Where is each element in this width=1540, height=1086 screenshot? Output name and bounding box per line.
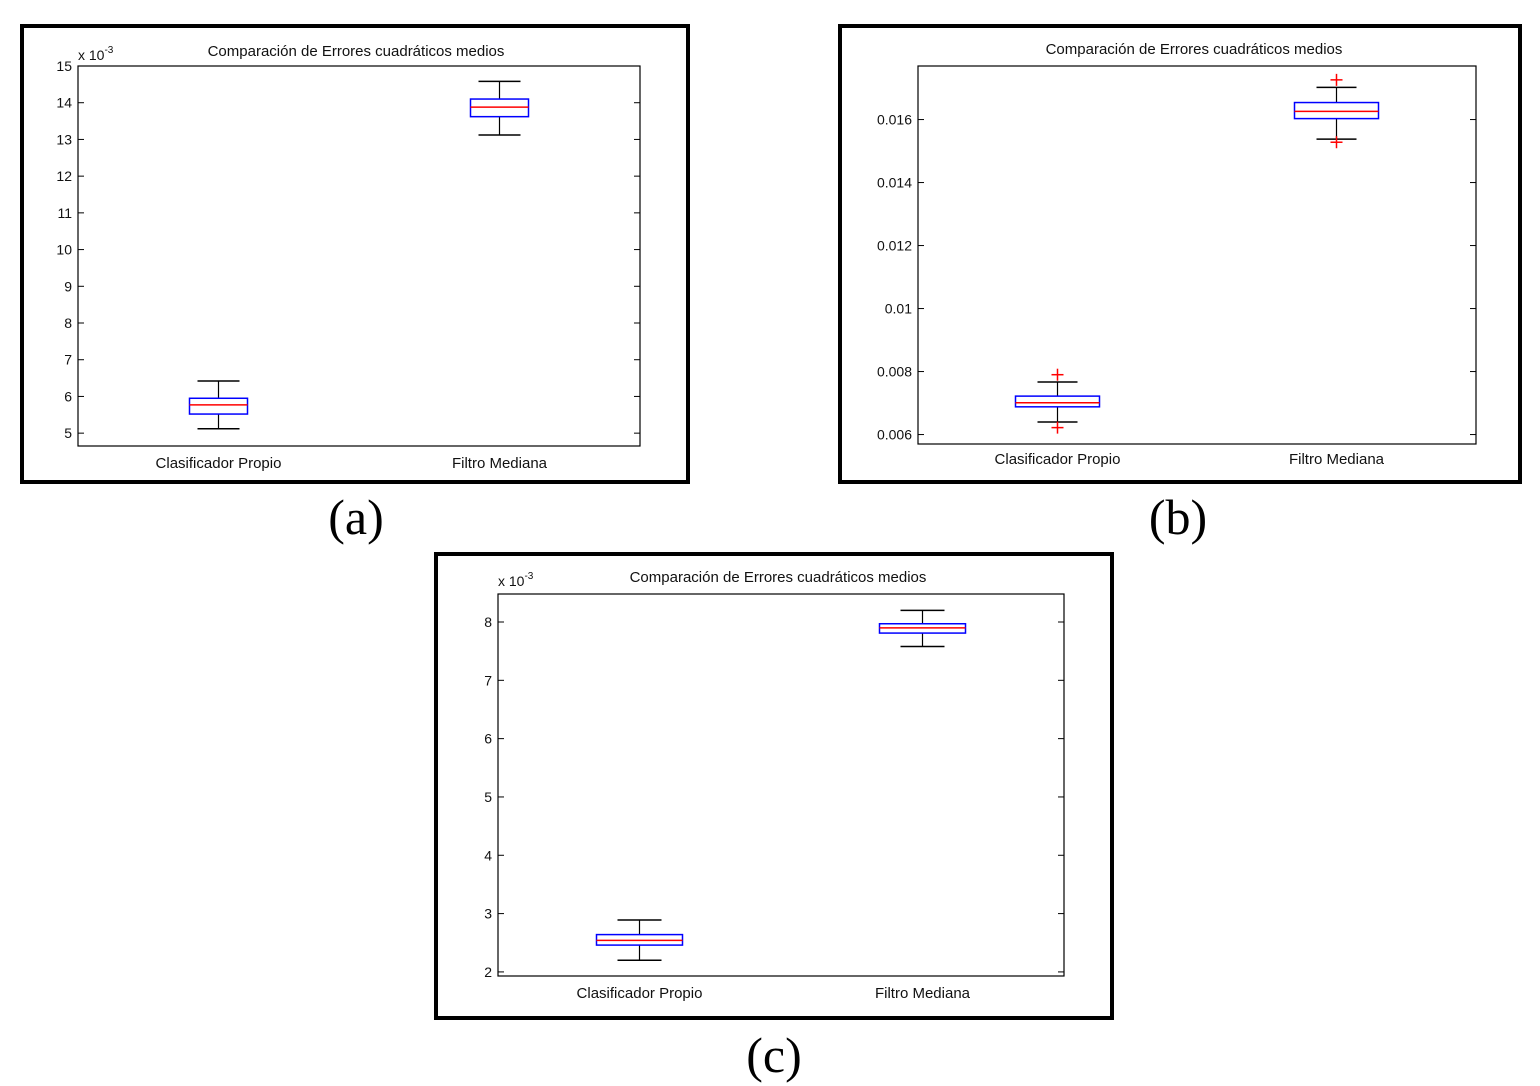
- y-tick-label: 13: [56, 131, 72, 147]
- x-category-label: Clasificador Propio: [995, 451, 1121, 468]
- y-tick-label: 15: [56, 58, 72, 74]
- outlier-marker: [1051, 368, 1064, 381]
- y-tick-label: 0.014: [877, 175, 912, 191]
- chart-panel-a: Comparación de Errores cuadráticos medio…: [20, 24, 690, 484]
- boxplot-chart-a: Comparación de Errores cuadráticos medio…: [56, 43, 641, 472]
- x-category-label: Clasificador Propio: [577, 985, 703, 1002]
- plot-area-frame: [77, 65, 641, 447]
- y-tick-label: 5: [64, 425, 72, 441]
- panel-caption-b: (b): [1148, 489, 1208, 545]
- outlier-marker: [1330, 136, 1343, 149]
- x-category-label: Clasificador Propio: [156, 455, 282, 472]
- axis-exponent-label: x 10-3: [498, 571, 534, 589]
- y-tick-label: 0.008: [877, 364, 912, 380]
- y-tick-label: 4: [484, 847, 492, 863]
- boxplot-chart-b: Comparación de Errores cuadráticos medio…: [877, 41, 1477, 468]
- chart-title: Comparación de Errores cuadráticos medio…: [630, 569, 927, 586]
- panel-caption-c: (c): [746, 1027, 802, 1083]
- y-tick-label: 0.006: [877, 427, 912, 443]
- x-category-label: Filtro Mediana: [1289, 451, 1385, 468]
- y-tick-label: 2: [484, 964, 492, 980]
- box-iqr: [188, 397, 249, 415]
- y-tick-label: 6: [484, 731, 492, 747]
- y-tick-label: 3: [484, 906, 492, 922]
- y-tick-label: 12: [56, 168, 72, 184]
- y-tick-label: 8: [484, 614, 492, 630]
- chart-panel-c: Comparación de Errores cuadráticos medio…: [434, 552, 1114, 1020]
- boxplot-chart-c: Comparación de Errores cuadráticos medio…: [484, 569, 1065, 1002]
- y-tick-label: 11: [57, 205, 72, 221]
- y-tick-label: 8: [64, 315, 72, 331]
- y-tick-label: 0.012: [877, 238, 912, 254]
- box-iqr: [1293, 101, 1380, 120]
- y-tick-label: 5: [484, 789, 492, 805]
- y-tick-label: 6: [64, 388, 72, 404]
- plot-area-frame: [497, 593, 1065, 977]
- outlier-marker: [1051, 421, 1064, 434]
- y-tick-label: 0.016: [877, 112, 912, 128]
- x-category-label: Filtro Mediana: [875, 985, 971, 1002]
- y-tick-label: 7: [484, 672, 492, 688]
- chart-panel-b: Comparación de Errores cuadráticos medio…: [838, 24, 1522, 484]
- plot-area-frame: [917, 65, 1477, 445]
- chart-title: Comparación de Errores cuadráticos medio…: [208, 43, 505, 60]
- panel-caption-a: (a): [328, 489, 384, 545]
- axis-exponent-label: x 10-3: [78, 45, 114, 63]
- y-tick-label: 10: [56, 242, 72, 258]
- y-tick-label: 0.01: [885, 301, 912, 317]
- x-category-label: Filtro Mediana: [452, 455, 548, 472]
- y-tick-label: 14: [56, 95, 72, 111]
- chart-title: Comparación de Errores cuadráticos medio…: [1046, 41, 1343, 58]
- outlier-marker: [1330, 73, 1343, 86]
- box-iqr: [1014, 395, 1101, 408]
- y-tick-label: 7: [64, 352, 72, 368]
- y-tick-label: 9: [64, 278, 72, 294]
